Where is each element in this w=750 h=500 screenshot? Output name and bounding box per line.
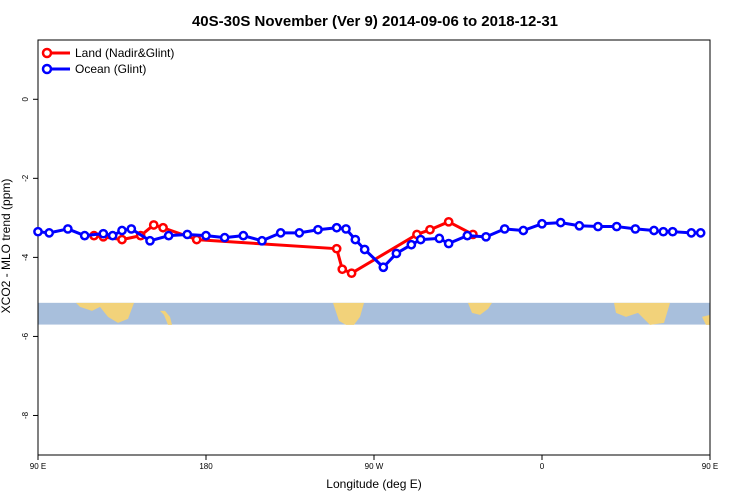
legend-marker-ocean <box>41 63 53 75</box>
data-point-ocean <box>686 228 697 238</box>
data-point-ocean <box>359 244 370 255</box>
data-point-ocean <box>391 248 402 259</box>
data-point-ocean <box>219 232 230 243</box>
y-tick-label: -2 <box>21 174 30 182</box>
x-tick-label: 90 E <box>30 462 46 471</box>
data-point-ocean <box>313 224 323 235</box>
data-point-ocean <box>415 234 426 245</box>
legend: Land (Nadir&Glint) Ocean (Glint) <box>41 46 174 76</box>
data-point-ocean <box>79 230 90 241</box>
x-tick-label: 0 <box>540 462 545 471</box>
x-axis-label: Longitude (deg E) <box>326 477 421 491</box>
data-point-ocean <box>350 234 361 245</box>
legend-marker-land <box>41 47 53 59</box>
map-landmass <box>76 302 134 323</box>
data-point-ocean <box>695 228 706 238</box>
data-point-ocean <box>341 224 351 234</box>
data-point-land <box>158 222 168 233</box>
map-ocean <box>38 302 710 325</box>
x-tick-label: 90 E <box>702 462 718 471</box>
x-axis-ticks: 90 E 180 90 W 0 90 E <box>30 455 718 471</box>
data-point-ocean <box>275 228 286 238</box>
data-point-ocean <box>611 221 622 232</box>
map-band <box>38 302 710 325</box>
data-point-ocean <box>238 230 249 241</box>
data-point-ocean <box>649 225 659 236</box>
data-point-ocean <box>117 225 127 236</box>
data-point-ocean <box>574 220 585 231</box>
data-point-land <box>443 216 454 227</box>
data-point-ocean <box>145 235 155 246</box>
map-landmass <box>160 310 172 325</box>
data-point-ocean <box>443 238 454 249</box>
data-point-land <box>346 268 357 279</box>
y-axis-label: XCO2 - MLO trend (ppm) <box>0 179 13 314</box>
x-tick-label: 180 <box>199 462 213 471</box>
data-point-ocean <box>434 233 445 244</box>
data-point-ocean <box>518 225 529 236</box>
data-point-land <box>191 234 202 245</box>
data-point-ocean <box>182 229 193 240</box>
data-point-land <box>331 243 342 254</box>
data-point-ocean <box>63 224 73 234</box>
chart-title: 40S-30S November (Ver 9) 2014-09-06 to 2… <box>192 13 558 30</box>
y-axis-ticks: 0 -2 -4 -6 -8 <box>21 97 38 419</box>
y-tick-label: -6 <box>21 332 30 340</box>
data-point-land <box>337 264 348 275</box>
data-point-ocean <box>499 224 510 234</box>
data-point-land <box>425 224 435 235</box>
data-point-ocean <box>378 262 389 273</box>
data-point-ocean <box>33 226 43 237</box>
data-point-ocean <box>462 230 473 241</box>
map-landmass <box>702 314 710 325</box>
data-point-ocean <box>593 221 603 232</box>
map-landmass <box>468 302 492 315</box>
data-point-ocean <box>555 217 566 228</box>
data-point-ocean <box>44 228 55 238</box>
x-tick-label: 90 W <box>365 462 384 471</box>
data-point-ocean <box>331 222 342 233</box>
data-point-ocean <box>658 226 669 237</box>
data-point-land <box>117 234 127 245</box>
data-point-ocean <box>406 239 417 250</box>
series-layer <box>33 216 706 279</box>
data-point-land <box>148 220 159 230</box>
y-tick-label: 0 <box>21 97 30 102</box>
map-landmass <box>333 302 364 325</box>
map-landmass <box>614 302 670 325</box>
data-point-ocean <box>294 228 305 238</box>
data-point-ocean <box>126 224 137 234</box>
y-tick-label: -8 <box>21 411 30 419</box>
data-point-ocean <box>257 235 267 246</box>
data-point-ocean <box>201 230 211 241</box>
data-point-ocean <box>667 226 678 237</box>
data-point-ocean <box>98 228 109 239</box>
data-point-ocean <box>537 218 547 229</box>
plot-frame <box>37 39 711 456</box>
data-point-ocean <box>481 231 491 242</box>
legend-label-land: Land (Nadir&Glint) <box>75 46 174 60</box>
data-point-ocean <box>107 230 118 241</box>
data-point-ocean <box>630 224 641 234</box>
y-tick-label: -4 <box>21 253 30 261</box>
legend-label-ocean: Ocean (Glint) <box>75 62 146 76</box>
data-point-ocean <box>163 230 174 241</box>
